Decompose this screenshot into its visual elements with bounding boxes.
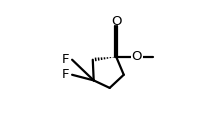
Text: O: O	[111, 15, 122, 28]
Text: O: O	[132, 50, 142, 63]
Text: F: F	[62, 53, 69, 66]
Text: F: F	[62, 68, 69, 81]
